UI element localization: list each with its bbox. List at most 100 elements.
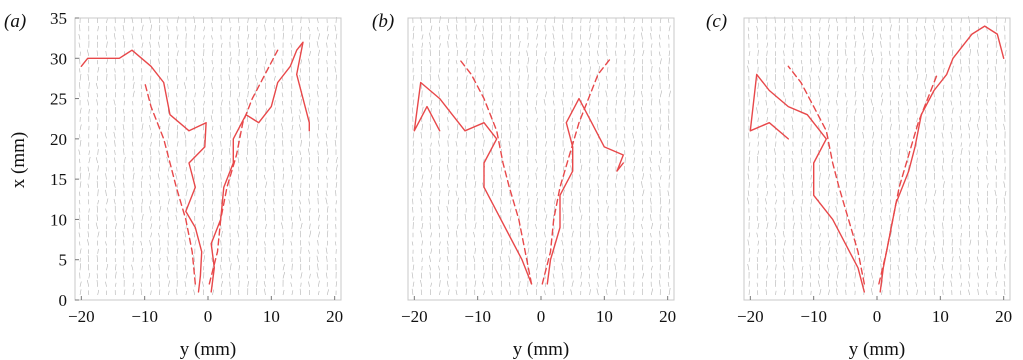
vector-arrow (995, 124, 997, 131)
vector-arrow (615, 50, 617, 57)
y-tick-label: 15 (50, 170, 67, 189)
vector-arrow (158, 51, 160, 57)
vector-arrow (562, 148, 565, 155)
vector-arrow (747, 197, 750, 205)
vector-arrow (104, 149, 107, 155)
vector-arrow (995, 158, 997, 164)
vector-arrow (906, 289, 909, 296)
vector-arrow (159, 224, 161, 230)
vector-arrow (185, 116, 187, 122)
vector-arrow (420, 207, 423, 213)
vector-arrow (748, 51, 751, 57)
vector-arrow (668, 256, 670, 263)
vector-arrow (765, 239, 767, 246)
vector-arrow (176, 183, 179, 188)
vector-arrow (456, 230, 458, 238)
vector-arrow (986, 109, 988, 114)
vector-arrow (150, 67, 152, 73)
vector-arrow (977, 65, 979, 73)
vector-arrow (960, 83, 962, 89)
vector-arrow (123, 157, 126, 164)
vector-arrow (509, 57, 511, 65)
vector-arrow (792, 124, 794, 131)
vector-arrow (853, 16, 856, 24)
vector-arrow (924, 142, 926, 147)
vector-arrow (79, 172, 82, 180)
vector-arrow (951, 65, 954, 73)
solid-trajectory-1 (210, 41, 310, 293)
vector-arrow (545, 18, 547, 24)
vector-arrow (79, 82, 81, 89)
vector-arrow (228, 74, 231, 81)
vector-arrow (193, 174, 196, 180)
vector-arrow (597, 230, 599, 238)
vector-arrow (791, 116, 794, 122)
vector-arrow (995, 116, 997, 122)
vector-arrow (536, 25, 539, 32)
vector-arrow (667, 115, 670, 122)
vector-arrow (651, 265, 653, 271)
vector-arrow (290, 241, 293, 246)
vector-arrow (589, 66, 591, 73)
vector-arrow (544, 231, 546, 238)
vector-arrow (115, 239, 117, 246)
vector-arrow (810, 257, 813, 263)
vector-arrow (229, 139, 232, 147)
vector-arrow (915, 189, 917, 197)
vector-arrow (907, 181, 910, 188)
vector-arrow (430, 248, 433, 254)
vector-arrow (615, 140, 618, 147)
vector-arrow (649, 173, 652, 180)
vector-arrow (420, 230, 423, 238)
vector-arrow (429, 59, 431, 65)
vector-arrow (483, 272, 485, 279)
vector-arrow (819, 82, 821, 89)
vector-arrow (757, 150, 760, 155)
vector-arrow (281, 92, 284, 98)
vector-arrow (483, 84, 485, 89)
vector-arrow (291, 124, 294, 131)
vector-arrow (412, 216, 415, 221)
vector-arrow (536, 263, 539, 271)
x-tick-label: −20 (737, 307, 764, 326)
vector-arrow (828, 240, 830, 246)
vector-arrow (246, 231, 248, 238)
vector-arrow (818, 50, 820, 57)
vector-arrow (508, 282, 511, 287)
vector-arrow (819, 172, 821, 180)
x-axis: −20 −10 0 10 20 (737, 296, 1012, 326)
vector-arrow (757, 223, 760, 230)
vector-arrow (889, 207, 892, 213)
vector-arrow (132, 26, 134, 32)
vector-arrow (194, 83, 196, 89)
vector-arrow (335, 164, 338, 172)
vector-arrow (933, 214, 935, 221)
vector-arrow (229, 67, 231, 73)
vector-arrow (193, 231, 196, 238)
vector-arrow (597, 282, 599, 287)
vector-arrow (318, 123, 320, 131)
vector-arrow (167, 18, 169, 24)
vector-arrow (854, 190, 857, 197)
vector-arrow (659, 280, 661, 287)
vector-arrow (1004, 232, 1006, 238)
vector-arrow (282, 264, 285, 271)
vector-arrow (837, 265, 839, 271)
vector-arrow (175, 207, 178, 213)
vector-arrow (87, 279, 90, 287)
vector-arrow (185, 76, 188, 81)
vector-arrow (1003, 25, 1006, 32)
vector-arrow (317, 263, 319, 271)
vector-arrow (765, 66, 767, 73)
vector-arrow (318, 33, 320, 40)
vector-arrow (819, 27, 821, 32)
vector-arrow (430, 131, 432, 139)
vector-arrow (509, 82, 511, 89)
vector-arrow (942, 67, 945, 73)
vector-arrow (932, 24, 935, 32)
vector-arrow (150, 141, 152, 147)
vector-arrow (500, 224, 502, 230)
vector-arrow (167, 222, 169, 230)
vector-arrow (212, 149, 214, 155)
vector-arrow (924, 248, 926, 254)
